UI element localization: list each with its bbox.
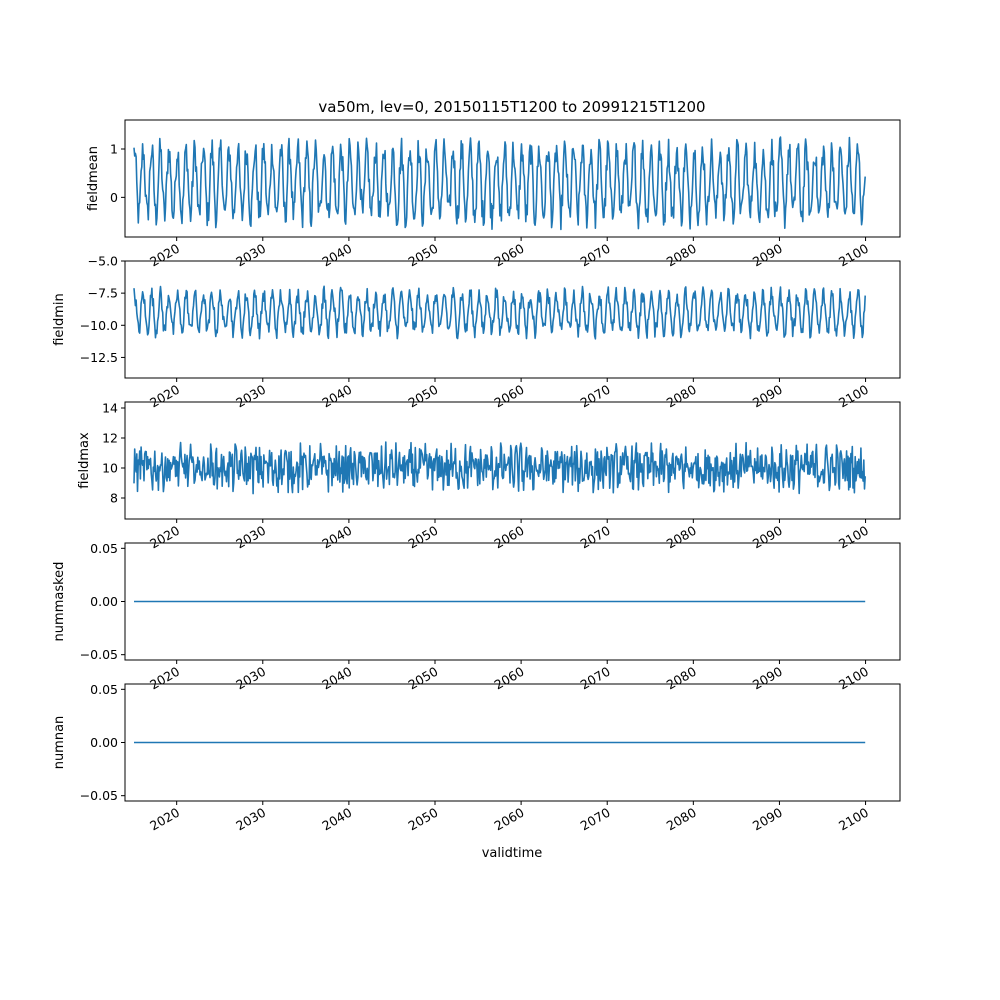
y-tick-label: 0.05 [90,682,118,697]
y-tick-label: 0.05 [90,541,118,556]
y-tick-label: 8 [110,491,118,506]
y-tick-label: 1 [110,142,118,157]
x-axis-label: validtime [482,846,543,861]
y-tick-label: 10 [102,461,118,476]
figure-title: va50m, lev=0, 20150115T1200 to 20991215T… [318,98,705,116]
series-line-fieldmin [133,285,866,340]
y-tick-label: 0.00 [90,735,118,750]
y-tick-label: −0.05 [80,788,118,803]
series-line-fieldmean [133,136,866,231]
y-tick-label: −10.0 [80,318,118,333]
axes-frame [124,119,901,238]
y-axis-label: fieldmean [86,146,101,211]
y-tick-label: 14 [102,401,118,416]
y-axis-label: nummasked [52,562,67,642]
y-tick-label: 0.00 [90,594,118,609]
series-line-fieldmax [133,441,866,495]
y-tick-label: 12 [102,431,118,446]
y-tick-label: 0 [110,190,118,205]
y-tick-label: −12.5 [80,350,118,365]
y-tick-label: −5.0 [88,254,118,269]
y-axis-label: fieldmax [77,432,92,489]
axes-frame [124,260,901,379]
y-tick-label: −7.5 [88,286,118,301]
y-tick-label: −0.05 [80,647,118,662]
y-axis-label: numnan [52,716,67,770]
axes-frame [124,401,901,520]
y-axis-label: fieldmin [52,293,67,346]
